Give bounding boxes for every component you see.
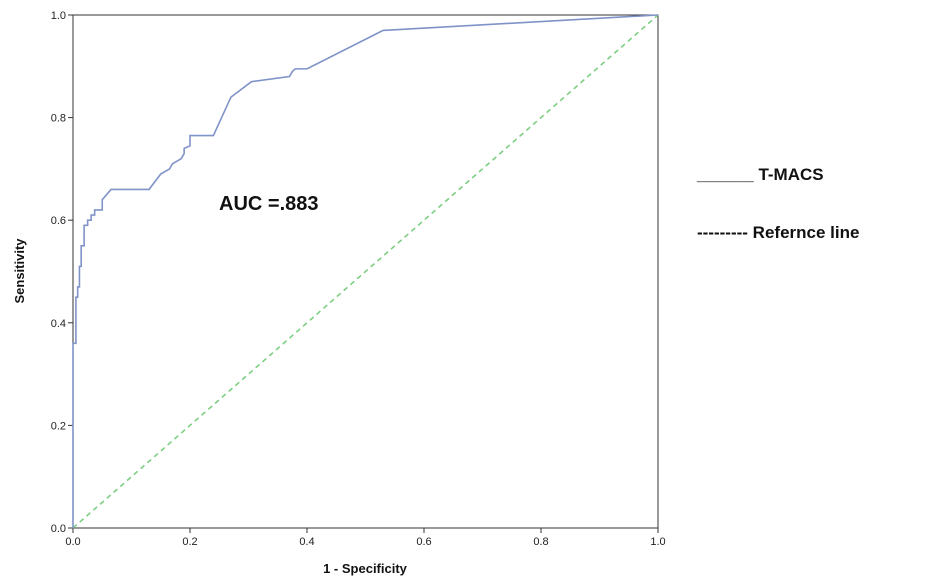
series-layer (73, 15, 658, 528)
x-tick-label: 0.8 (533, 536, 548, 548)
x-tick-label: 0.4 (299, 536, 314, 548)
y-axis-ticks: 0.0 0.2 0.4 0.6 0.8 1.0 (51, 10, 73, 535)
x-axis-ticks: 0.0 0.2 0.4 0.6 0.8 1.0 (65, 528, 665, 548)
y-tick-label: 0.4 (51, 318, 66, 330)
auc-annotation: AUC =.883 (219, 193, 319, 215)
legend-item-reference-line: --------- Refernce line (697, 223, 859, 242)
x-axis-title: 1 - Specificity (323, 561, 408, 576)
y-tick-label: 0.0 (51, 523, 66, 535)
x-tick-label: 0.2 (182, 536, 197, 548)
y-tick-label: 0.2 (51, 420, 66, 432)
x-tick-label: 1.0 (650, 536, 665, 548)
y-axis-title: Sensitivity (12, 238, 27, 304)
x-tick-label: 0.0 (65, 536, 80, 548)
y-tick-label: 1.0 (51, 10, 66, 22)
x-tick-label: 0.6 (416, 536, 431, 548)
series-line-reference (73, 15, 658, 528)
y-tick-label: 0.6 (51, 215, 66, 227)
y-tick-label: 0.8 (51, 113, 66, 125)
legend-item-t-macs: ______ T-MACS (696, 165, 824, 184)
